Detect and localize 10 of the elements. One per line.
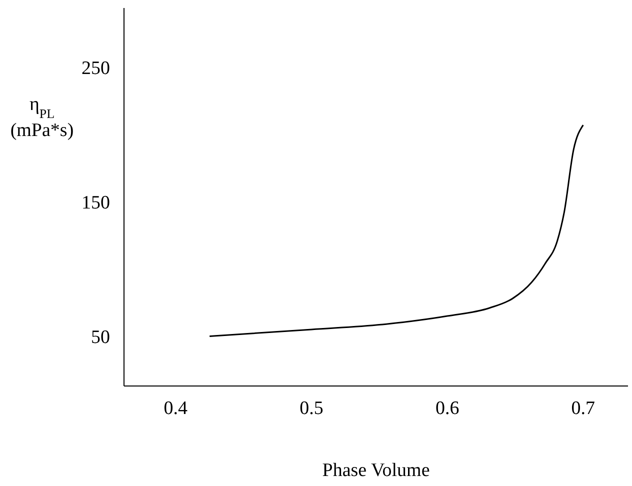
x-tick-label: 0.7 <box>571 398 596 419</box>
x-tick-label: 0.4 <box>164 398 188 419</box>
y-tick-label: 50 <box>91 327 110 348</box>
x-tick-label: 0.5 <box>300 398 324 419</box>
x-axis-title: Phase Volume <box>322 460 430 481</box>
x-tick-label: 0.6 <box>435 398 460 419</box>
y-tick-label: 250 <box>82 58 110 80</box>
y-tick-label: 150 <box>82 192 110 214</box>
y-axis-title: η$_{PL}$ (mPa*s) <box>10 94 74 141</box>
line-series <box>208 124 584 337</box>
